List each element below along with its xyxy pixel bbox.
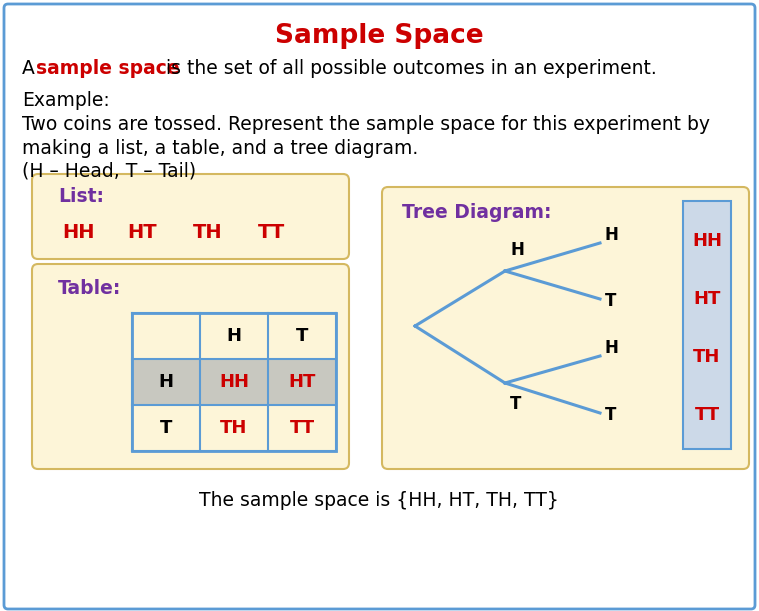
Text: T: T	[605, 292, 616, 310]
Bar	[132, 359, 336, 405]
Text: Sample Space: Sample Space	[275, 23, 483, 49]
Text: H: H	[226, 327, 241, 345]
Text: HT: HT	[128, 224, 157, 243]
Text: Example:: Example:	[22, 90, 110, 109]
Text: Tree Diagram:: Tree Diagram:	[402, 203, 552, 222]
Text: T: T	[160, 419, 172, 437]
Text: Table:: Table:	[58, 279, 121, 298]
Text: H: H	[510, 241, 524, 259]
Text: HH: HH	[61, 224, 94, 243]
Text: TT: TT	[258, 224, 285, 243]
Text: T: T	[510, 395, 521, 413]
Text: List:: List:	[58, 186, 104, 205]
FancyBboxPatch shape	[382, 187, 749, 469]
FancyBboxPatch shape	[4, 4, 755, 609]
FancyBboxPatch shape	[32, 264, 349, 469]
Text: H: H	[605, 339, 619, 357]
Text: sample space: sample space	[36, 59, 180, 78]
Text: T: T	[296, 327, 308, 345]
Text: T: T	[605, 406, 616, 424]
Text: HH: HH	[692, 232, 722, 250]
Bar	[132, 313, 336, 451]
Text: is the set of all possible outcomes in an experiment.: is the set of all possible outcomes in a…	[160, 59, 657, 78]
Text: TT: TT	[694, 406, 720, 424]
Text: HH: HH	[219, 373, 249, 391]
Text: Two coins are tossed. Represent the sample space for this experiment by: Two coins are tossed. Represent the samp…	[22, 115, 710, 134]
Text: TH: TH	[220, 419, 247, 437]
Text: H: H	[159, 373, 174, 391]
Text: HT: HT	[288, 373, 316, 391]
FancyBboxPatch shape	[32, 174, 349, 259]
Text: TT: TT	[289, 419, 314, 437]
Text: (H – Head, T – Tail): (H – Head, T – Tail)	[22, 161, 196, 180]
Bar	[683, 201, 731, 449]
Text: HT: HT	[693, 290, 721, 308]
Text: The sample space is {HH, HT, TH, TT}: The sample space is {HH, HT, TH, TT}	[199, 491, 559, 511]
Text: H: H	[605, 226, 619, 244]
Text: making a list, a table, and a tree diagram.: making a list, a table, and a tree diagr…	[22, 139, 418, 158]
Text: TH: TH	[693, 348, 721, 366]
Text: TH: TH	[194, 224, 223, 243]
Text: A: A	[22, 59, 41, 78]
